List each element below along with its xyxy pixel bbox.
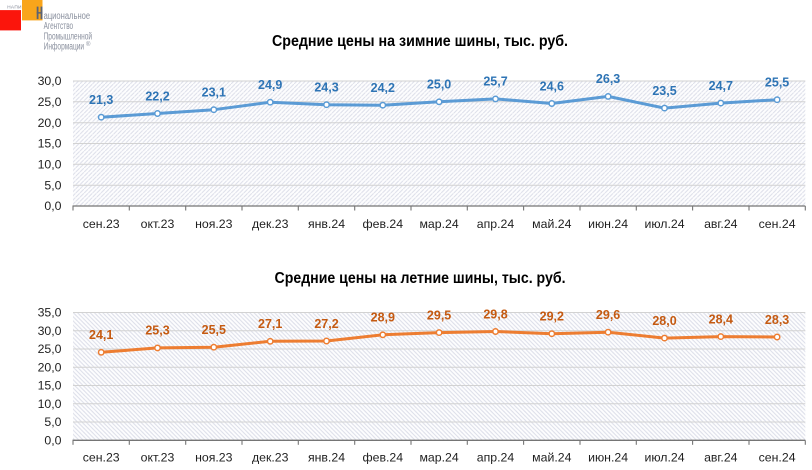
svg-text:Промышленной: Промышленной bbox=[44, 31, 93, 42]
svg-text:25,0: 25,0 bbox=[38, 95, 62, 109]
svg-text:25,3: 25,3 bbox=[145, 324, 169, 338]
svg-text:25,5: 25,5 bbox=[765, 76, 789, 90]
svg-text:28,9: 28,9 bbox=[371, 311, 395, 325]
svg-text:20,0: 20,0 bbox=[38, 361, 62, 375]
svg-text:ноя.23: ноя.23 bbox=[195, 451, 233, 465]
svg-text:15,0: 15,0 bbox=[38, 379, 62, 393]
svg-text:май.24: май.24 bbox=[532, 217, 571, 231]
svg-text:25,0: 25,0 bbox=[38, 342, 62, 356]
svg-text:авг.24: авг.24 bbox=[704, 451, 738, 465]
svg-text:30,0: 30,0 bbox=[38, 324, 62, 338]
svg-text:27,2: 27,2 bbox=[314, 317, 338, 331]
svg-text:Агентство: Агентство bbox=[44, 21, 74, 32]
svg-text:0,0: 0,0 bbox=[44, 199, 61, 213]
svg-text:сен.24: сен.24 bbox=[759, 217, 796, 231]
svg-text:24,3: 24,3 bbox=[314, 81, 338, 95]
svg-text:апр.24: апр.24 bbox=[477, 217, 515, 231]
svg-text:10,0: 10,0 bbox=[38, 397, 62, 411]
svg-text:фев.24: фев.24 bbox=[363, 217, 404, 231]
svg-text:35,0: 35,0 bbox=[38, 306, 62, 320]
svg-text:ноя.23: ноя.23 bbox=[195, 217, 233, 231]
svg-text:24,2: 24,2 bbox=[371, 81, 395, 95]
svg-text:®: ® bbox=[86, 41, 91, 48]
svg-text:5,0: 5,0 bbox=[44, 415, 61, 429]
svg-text:дек.23: дек.23 bbox=[252, 217, 289, 231]
svg-text:24,7: 24,7 bbox=[709, 79, 733, 93]
svg-text:24,9: 24,9 bbox=[258, 78, 282, 92]
svg-text:ациональное: ациональное bbox=[44, 11, 91, 22]
svg-text:янв.24: янв.24 bbox=[308, 217, 345, 231]
svg-text:25,0: 25,0 bbox=[427, 78, 451, 92]
svg-text:окт.23: окт.23 bbox=[141, 451, 175, 465]
svg-text:26,3: 26,3 bbox=[596, 72, 620, 86]
svg-text:июл.24: июл.24 bbox=[644, 451, 684, 465]
svg-text:мар.24: мар.24 bbox=[419, 451, 458, 465]
svg-text:29,8: 29,8 bbox=[483, 307, 507, 321]
svg-text:29,6: 29,6 bbox=[596, 308, 620, 322]
svg-text:авг.24: авг.24 bbox=[704, 217, 738, 231]
svg-text:23,5: 23,5 bbox=[652, 84, 676, 98]
svg-text:15,0: 15,0 bbox=[38, 137, 62, 151]
svg-text:мар.24: мар.24 bbox=[419, 217, 458, 231]
svg-text:июн.24: июн.24 bbox=[588, 217, 628, 231]
svg-text:НАПИ: НАПИ bbox=[7, 4, 22, 9]
svg-text:Информации: Информации bbox=[44, 41, 85, 53]
svg-text:21,3: 21,3 bbox=[89, 93, 113, 107]
svg-text:28,0: 28,0 bbox=[652, 314, 676, 328]
svg-text:30,0: 30,0 bbox=[38, 74, 62, 88]
svg-text:сен.24: сен.24 bbox=[759, 451, 796, 465]
svg-text:Средние цены на зимние шины, т: Средние цены на зимние шины, тыс. руб. bbox=[272, 33, 568, 50]
svg-text:5,0: 5,0 bbox=[44, 178, 61, 192]
svg-text:июн.24: июн.24 bbox=[588, 451, 628, 465]
svg-text:24,1: 24,1 bbox=[89, 328, 113, 342]
svg-text:25,5: 25,5 bbox=[202, 323, 226, 337]
svg-text:20,0: 20,0 bbox=[38, 116, 62, 130]
svg-text:май.24: май.24 bbox=[532, 451, 571, 465]
svg-text:сен.23: сен.23 bbox=[83, 217, 120, 231]
svg-text:22,2: 22,2 bbox=[145, 89, 169, 103]
svg-text:апр.24: апр.24 bbox=[477, 451, 515, 465]
svg-text:24,6: 24,6 bbox=[540, 79, 564, 93]
svg-text:сен.23: сен.23 bbox=[83, 451, 120, 465]
svg-text:фев.24: фев.24 bbox=[363, 451, 404, 465]
svg-text:28,3: 28,3 bbox=[765, 313, 789, 327]
svg-text:июл.24: июл.24 bbox=[644, 217, 684, 231]
svg-text:25,7: 25,7 bbox=[483, 75, 507, 89]
svg-text:янв.24: янв.24 bbox=[308, 451, 345, 465]
svg-text:29,5: 29,5 bbox=[427, 308, 451, 322]
svg-text:28,4: 28,4 bbox=[709, 312, 733, 326]
svg-text:окт.23: окт.23 bbox=[141, 217, 175, 231]
svg-text:дек.23: дек.23 bbox=[252, 451, 289, 465]
svg-text:Средние цены на летние шины, т: Средние цены на летние шины, тыс. руб. bbox=[275, 270, 566, 287]
svg-text:23,1: 23,1 bbox=[202, 86, 226, 100]
svg-text:0,0: 0,0 bbox=[44, 434, 61, 448]
svg-text:10,0: 10,0 bbox=[38, 158, 62, 172]
svg-text:27,1: 27,1 bbox=[258, 317, 282, 331]
svg-text:29,2: 29,2 bbox=[540, 310, 564, 324]
